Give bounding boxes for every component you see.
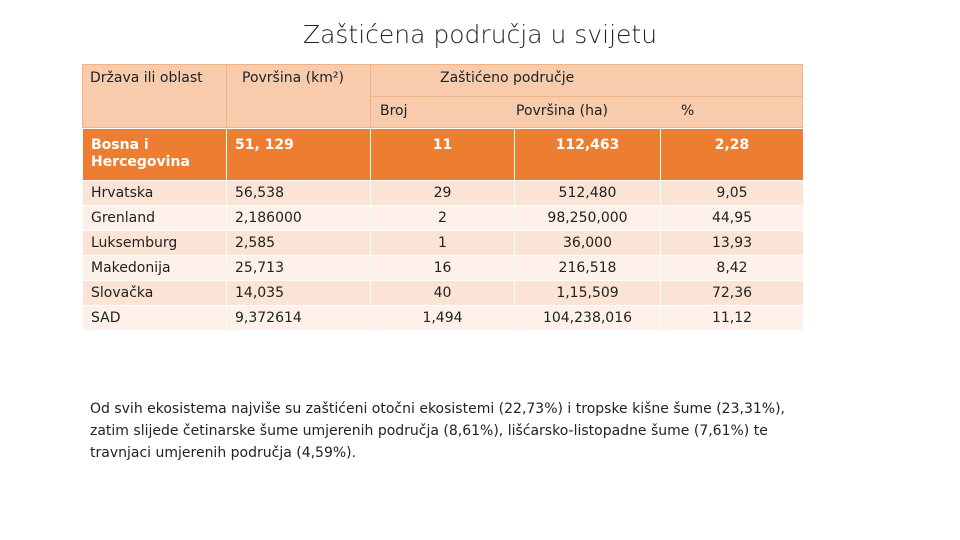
table-cell: Hrvatska — [82, 180, 227, 206]
table-cell: Slovačka — [82, 280, 227, 306]
table-row: SAD 9,372614 1,494 104,238,016 11,12 — [82, 305, 804, 331]
data-table: Bosna i Hercegovina 51, 129 11 112,463 2,28 H… — [82, 128, 804, 331]
table-cell: Makedonija — [82, 255, 227, 281]
table-cell: 14,035 — [226, 280, 371, 306]
table-cell: 1,15,509 — [514, 280, 661, 306]
table-row: Makedonija 25,713 16 216,518 8,42 — [82, 255, 804, 281]
header-divider — [370, 96, 803, 97]
header-cell: Zaštićeno područje — [440, 70, 575, 86]
table-cell: 2,28 — [660, 128, 804, 181]
table-cell: 11 — [370, 128, 515, 181]
table-cell: SAD — [82, 305, 227, 331]
table-cell: 40 — [370, 280, 515, 306]
table-cell: 9,372614 — [226, 305, 371, 331]
header-cell: Broj — [380, 103, 408, 119]
header-divider — [226, 64, 227, 128]
table-cell: 512,480 — [514, 180, 661, 206]
table-row: Hrvatska 56,538 29 512,480 9,05 — [82, 180, 804, 206]
header-cell: Površina (km²) — [242, 70, 344, 86]
table-cell: 25,713 — [226, 255, 371, 281]
header-cell: % — [681, 103, 695, 119]
table-cell: 8,42 — [660, 255, 804, 281]
table-cell: 51, 129 — [226, 128, 371, 181]
table-row: Luksemburg 2,585 1 36,000 13,93 — [82, 230, 804, 256]
table-cell: 29 — [370, 180, 515, 206]
table-row: Grenland 2,186000 2 98,250,000 44,95 — [82, 205, 804, 231]
table-cell: 44,95 — [660, 205, 804, 231]
table-cell: 2,585 — [226, 230, 371, 256]
table-row: Bosna i Hercegovina 51, 129 11 112,463 2,28 — [82, 128, 804, 181]
header-cell: Površina (ha) — [516, 103, 609, 119]
table-cell: 98,250,000 — [514, 205, 661, 231]
table-cell: Bosna i Hercegovina — [82, 128, 227, 181]
table-cell: 16 — [370, 255, 515, 281]
table-cell: 72,36 — [660, 280, 804, 306]
table-cell: 2,186000 — [226, 205, 371, 231]
table-cell: 104,238,016 — [514, 305, 661, 331]
table-cell: Luksemburg — [82, 230, 227, 256]
table-cell: 36,000 — [514, 230, 661, 256]
table-cell: 1,494 — [370, 305, 515, 331]
table-cell: 1 — [370, 230, 515, 256]
table-cell: 2 — [370, 205, 515, 231]
note-text: Od svih ekosistema najviše su zaštićeni … — [90, 401, 785, 461]
table-row: Slovačka 14,035 40 1,15,509 72,36 — [82, 280, 804, 306]
table-cell: Grenland — [82, 205, 227, 231]
table-cell: 9,05 — [660, 180, 804, 206]
table-cell: 112,463 — [514, 128, 661, 181]
table-cell: 56,538 — [226, 180, 371, 206]
table-cell: 13,93 — [660, 230, 804, 256]
table-cell: 216,518 — [514, 255, 661, 281]
header-divider — [370, 64, 371, 128]
slide-title: Zaštićena područja u svijetu — [302, 20, 658, 49]
header-cell: Država ili oblast — [90, 70, 203, 86]
table-cell: 11,12 — [660, 305, 804, 331]
